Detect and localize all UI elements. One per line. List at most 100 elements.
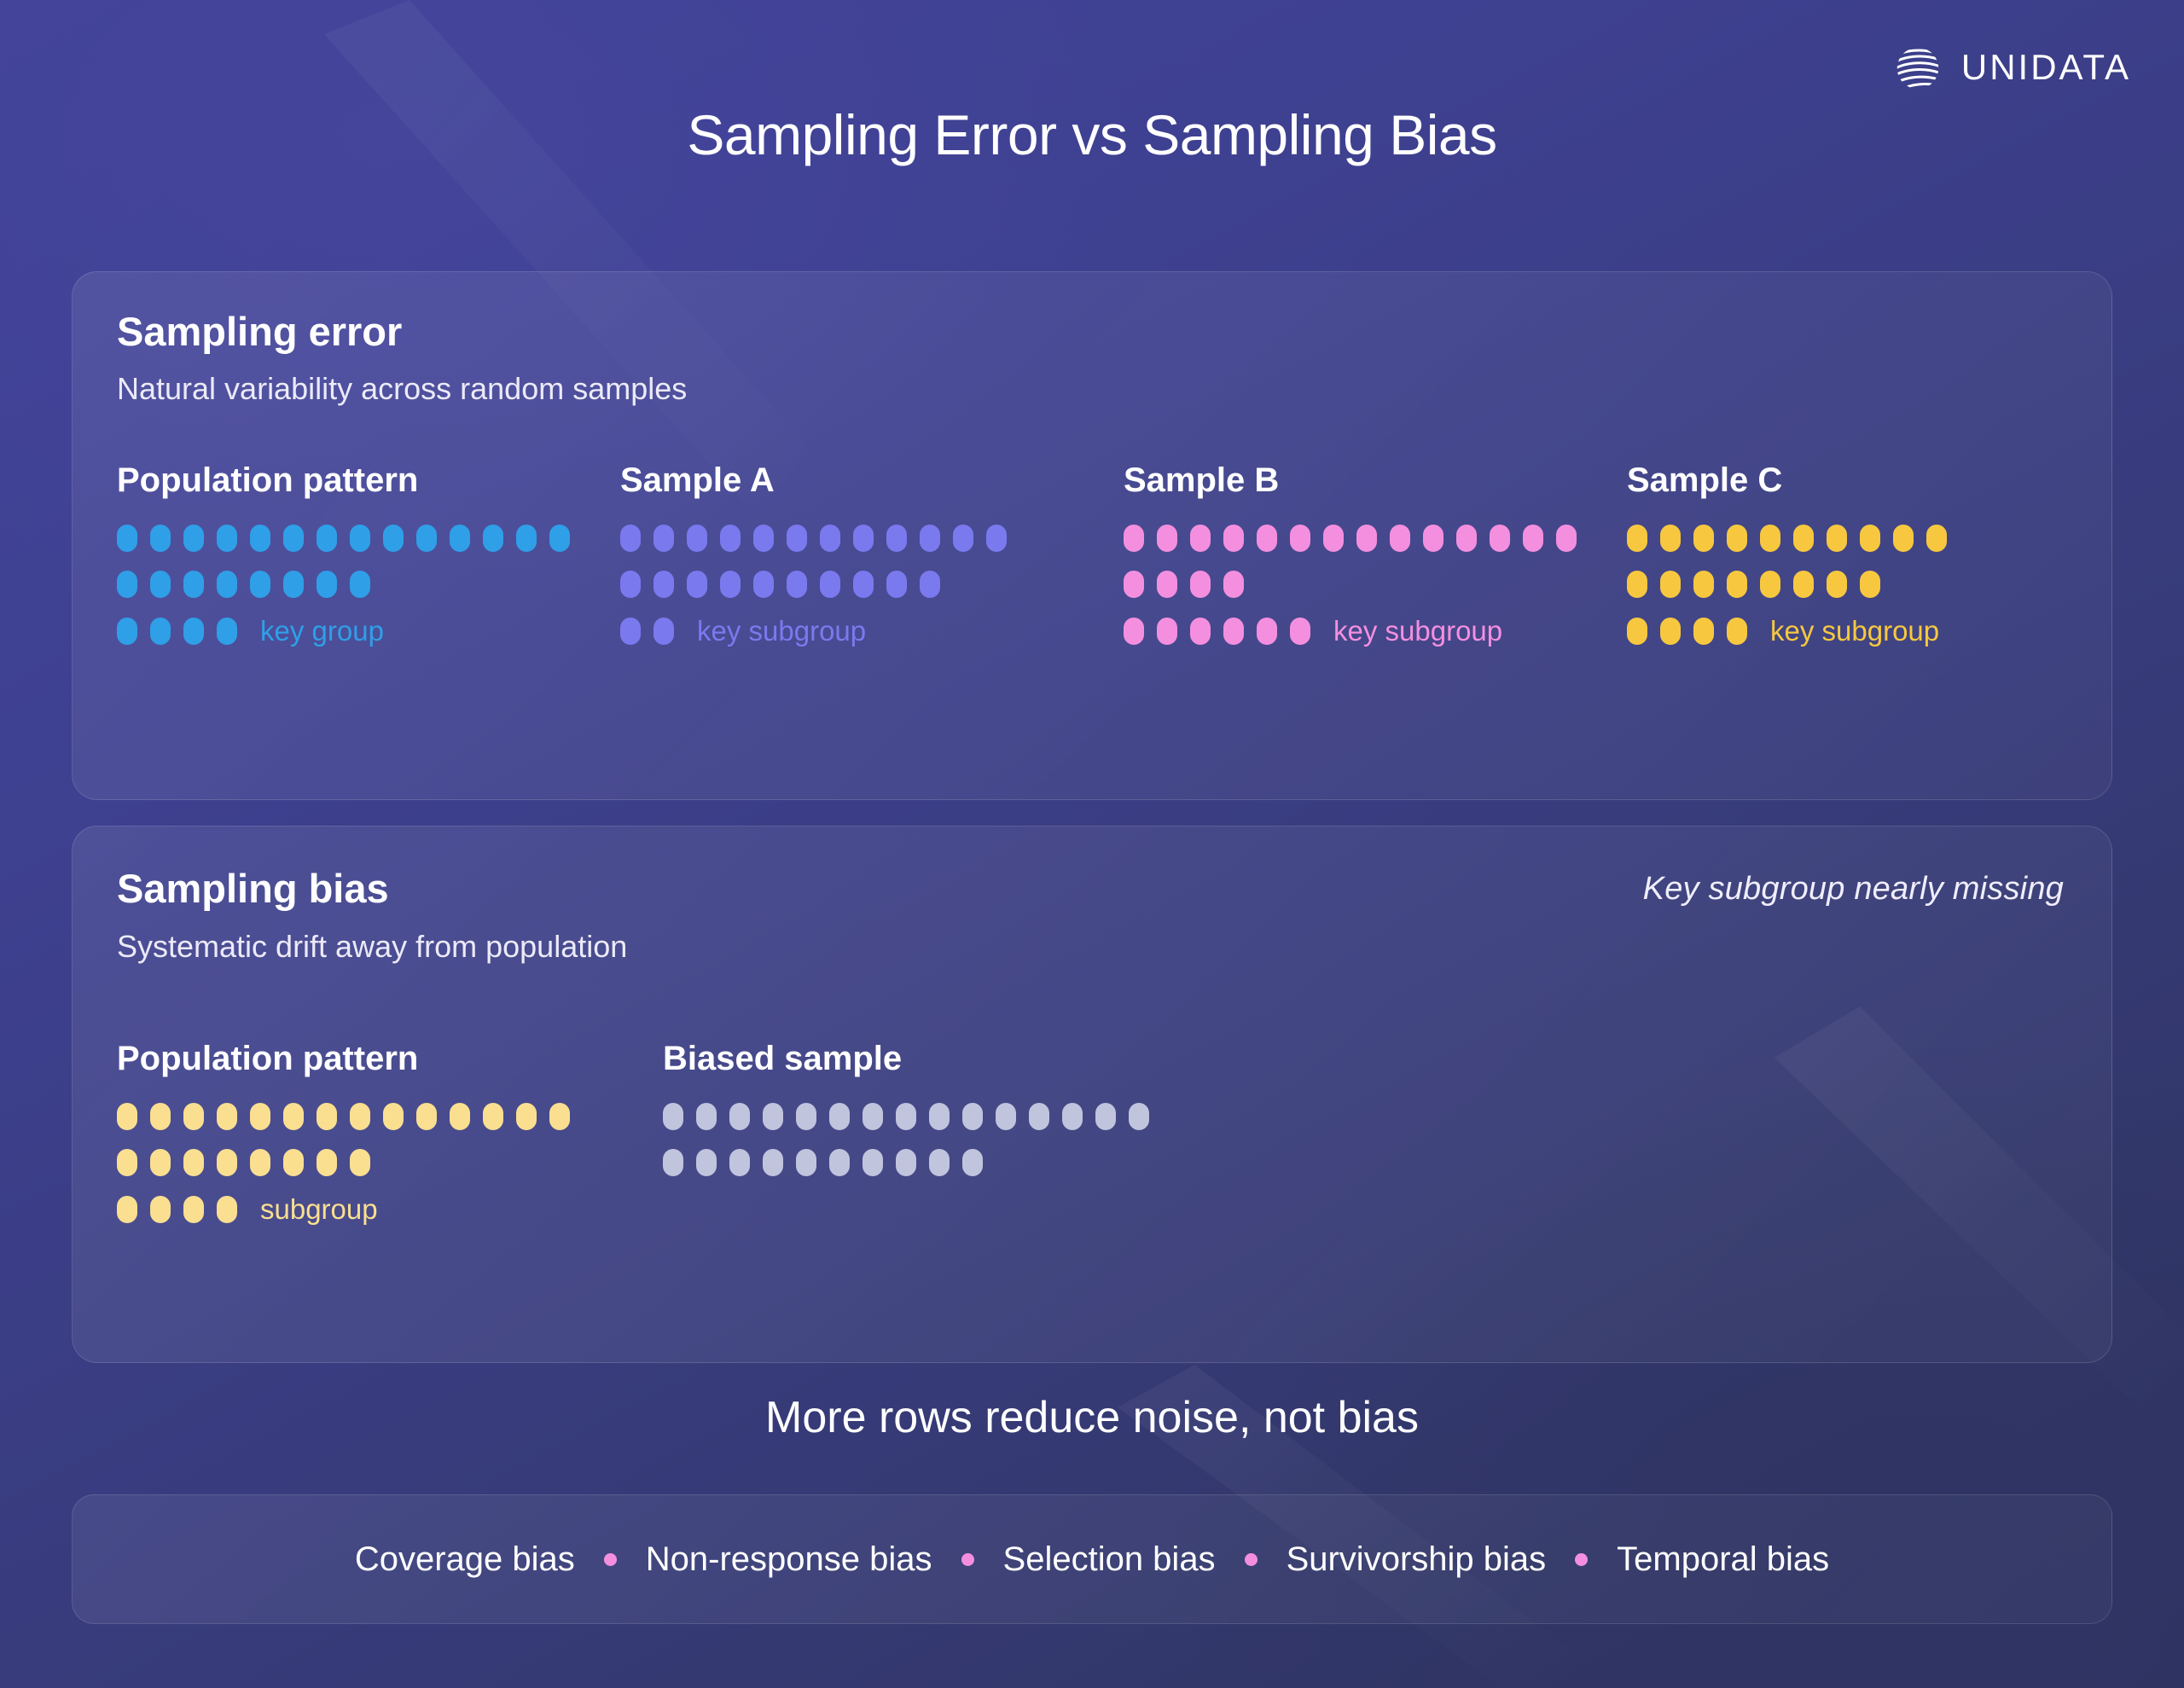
card-note: Key subgroup nearly missing [1642,871,2064,907]
dot-row [663,1145,1165,1180]
bias-type-item[interactable]: Survivorship bias [1286,1540,1547,1578]
dot-row [1627,520,2086,556]
legend-label: key subgroup [1770,615,1940,647]
brand-logo: UNIDATA [1891,41,2131,94]
group-title: Sample C [1627,461,1783,499]
data-dot [653,571,674,598]
legend-dot [1290,618,1310,645]
data-dot [383,525,404,552]
bias-type-item[interactable]: Coverage bias [354,1540,575,1578]
data-dot [953,525,973,552]
bias-types-bar: Coverage bias Non-response bias Selection … [72,1494,2112,1624]
separator-dot-icon [1244,1552,1258,1566]
data-dot [663,1103,683,1130]
data-dot [1062,1103,1083,1130]
dot-row [620,566,1079,602]
data-dot [483,1103,503,1130]
dot-row [117,1099,619,1134]
data-dot [753,571,774,598]
data-dot [283,525,304,552]
data-dot [1926,525,1947,552]
data-dot [183,1103,204,1130]
data-dot [653,525,674,552]
data-dot [853,571,874,598]
group-biased-sample: Biased sample [619,1040,1165,1228]
legend-dot [1257,618,1277,645]
data-dot [962,1149,983,1176]
data-dot [150,1149,171,1176]
data-dot [1860,525,1880,552]
data-dot [183,571,204,598]
legend-label: key subgroup [697,615,867,647]
group-population-pattern: Population pattern key group [73,461,576,650]
bias-type-item[interactable]: Temporal bias [1617,1540,1830,1578]
data-dot [829,1103,850,1130]
data-dot [317,1149,337,1176]
separator-dot-icon [1575,1552,1589,1566]
data-dot [549,1103,570,1130]
data-dot [696,1149,717,1176]
data-dot [150,1103,171,1130]
data-dot [1727,571,1747,598]
data-dot [1323,525,1344,552]
bias-type-item[interactable]: Selection bias [1002,1540,1216,1578]
group-title: Population pattern [117,1040,419,1077]
data-dot [150,571,171,598]
data-dot [620,525,641,552]
data-dot [117,1103,137,1130]
legend-label: key subgroup [1333,615,1503,647]
data-dot [383,1103,404,1130]
bias-type-item[interactable]: Non-response bias [645,1540,932,1578]
data-dot [117,525,137,552]
data-dot [863,1149,883,1176]
data-dot [217,1103,237,1130]
data-dot [1423,525,1443,552]
dot-row [1627,566,2086,602]
card-title: Sampling error [117,309,403,354]
data-dot [1693,571,1714,598]
data-dot [283,571,304,598]
data-dot [896,1149,916,1176]
dot-row [1124,520,1583,556]
data-dot [317,1103,337,1130]
legend-dot [183,1196,204,1223]
dot-row [117,566,576,602]
legend-dot [117,618,137,645]
data-dot [1290,525,1310,552]
data-dot [1390,525,1410,552]
legend-dot [653,618,674,645]
data-dot [1157,571,1177,598]
legend-dot [1660,618,1681,645]
group-list: Population pattern key group Sample A key s… [73,461,2111,650]
data-dot [250,1103,270,1130]
data-dot [1793,571,1814,598]
data-dot [1257,525,1277,552]
data-dot [996,1103,1016,1130]
group-sample-a: Sample A key subgroup [576,461,1079,650]
data-dot [350,1103,370,1130]
data-dot [250,1149,270,1176]
legend-dot [217,618,237,645]
legend-dot [1190,618,1211,645]
data-dot [1190,525,1211,552]
data-dot [729,1103,750,1130]
group-population-pattern: Population pattern subgroup [73,1040,619,1228]
data-dot [896,1103,916,1130]
legend-label: subgroup [260,1193,378,1225]
dot-row [1124,566,1583,602]
legend-dot [1223,618,1244,645]
page-title: Sampling Error vs Sampling Bias [687,103,1497,166]
group-list: Population pattern subgroup Biased sample [73,1040,2111,1228]
data-dot [687,525,707,552]
data-dot [1456,525,1477,552]
legend-dot [150,618,171,645]
data-dot [250,571,270,598]
group-sample-c: Sample C key subgroup [1583,461,2086,650]
data-dot [1523,525,1543,552]
group-title: Biased sample [663,1040,903,1077]
data-dot [117,571,137,598]
data-dot [150,525,171,552]
data-dot [1190,571,1211,598]
